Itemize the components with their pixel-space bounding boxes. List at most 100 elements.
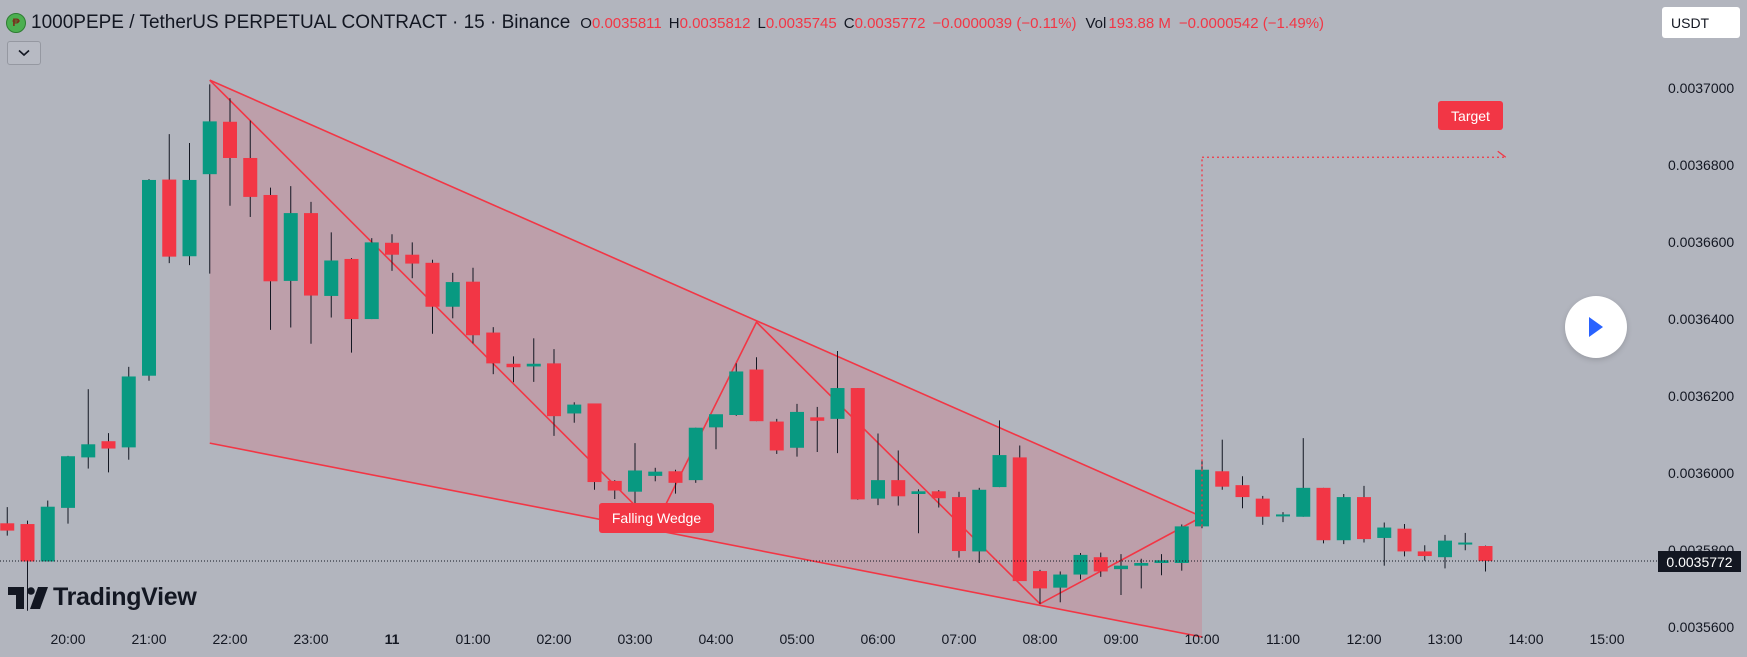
candle[interactable] bbox=[769, 418, 784, 454]
candle[interactable] bbox=[749, 357, 764, 422]
candle[interactable] bbox=[202, 84, 217, 274]
candle[interactable] bbox=[526, 338, 541, 382]
candle[interactable] bbox=[40, 500, 55, 562]
candle[interactable] bbox=[972, 487, 987, 563]
wedge-area[interactable] bbox=[209, 80, 1202, 637]
candle[interactable] bbox=[506, 356, 521, 383]
candle[interactable] bbox=[81, 389, 96, 469]
candle[interactable] bbox=[1417, 545, 1432, 561]
candle[interactable] bbox=[283, 186, 298, 328]
candle[interactable] bbox=[344, 258, 359, 353]
candle[interactable] bbox=[1478, 545, 1493, 572]
time-axis-label: 04:00 bbox=[698, 631, 734, 647]
candle[interactable] bbox=[1154, 554, 1169, 576]
price-axis-label: 0.0035800 bbox=[1668, 542, 1735, 559]
candle[interactable] bbox=[992, 420, 1007, 488]
candle-body bbox=[1033, 571, 1047, 589]
candle[interactable] bbox=[101, 433, 116, 473]
candle[interactable] bbox=[709, 414, 723, 450]
candle[interactable] bbox=[850, 388, 865, 500]
collapse-legend-button[interactable] bbox=[7, 41, 41, 65]
currency-selector[interactable]: USDT bbox=[1662, 7, 1740, 38]
candle[interactable] bbox=[385, 234, 399, 271]
candle[interactable] bbox=[1073, 552, 1088, 580]
falling-wedge-label[interactable]: Falling Wedge bbox=[599, 503, 714, 533]
candle-body bbox=[344, 258, 359, 320]
candle[interactable] bbox=[628, 443, 642, 510]
candle[interactable] bbox=[364, 238, 379, 320]
candle[interactable] bbox=[1458, 532, 1473, 551]
candle[interactable] bbox=[162, 134, 177, 264]
candle[interactable] bbox=[1276, 512, 1290, 523]
wedge-upper-line[interactable] bbox=[209, 79, 1203, 518]
candle[interactable] bbox=[0, 507, 15, 536]
candle[interactable] bbox=[1255, 495, 1270, 525]
candle-body bbox=[830, 388, 845, 419]
candle[interactable] bbox=[243, 120, 258, 217]
candle[interactable] bbox=[20, 520, 35, 611]
candle[interactable] bbox=[1033, 569, 1047, 604]
candle[interactable] bbox=[61, 455, 75, 524]
candle[interactable] bbox=[952, 491, 966, 558]
candle[interactable] bbox=[1336, 494, 1351, 545]
candle-body bbox=[790, 411, 804, 448]
replay-button[interactable] bbox=[1565, 296, 1627, 358]
candle[interactable] bbox=[729, 363, 744, 416]
symbol-title[interactable]: 1000PEPE / TetherUS PERPETUAL CONTRACT ·… bbox=[31, 12, 571, 33]
candle[interactable] bbox=[324, 232, 339, 318]
candle[interactable] bbox=[1377, 522, 1392, 566]
open-value: O0.0035811 bbox=[580, 14, 662, 32]
candle[interactable] bbox=[486, 327, 501, 375]
close-value: C0.0035772 bbox=[843, 14, 926, 32]
candle[interactable] bbox=[466, 267, 480, 344]
candle[interactable] bbox=[405, 242, 420, 279]
candle[interactable] bbox=[567, 402, 582, 423]
candle[interactable] bbox=[1053, 571, 1068, 603]
candle[interactable] bbox=[1357, 485, 1371, 543]
candle[interactable] bbox=[668, 469, 683, 494]
candle[interactable] bbox=[182, 142, 197, 266]
candle[interactable] bbox=[688, 427, 703, 483]
candle[interactable] bbox=[871, 433, 885, 506]
candle-body bbox=[709, 414, 723, 428]
candle[interactable] bbox=[1134, 558, 1149, 589]
candle[interactable] bbox=[911, 489, 926, 534]
candle[interactable] bbox=[607, 480, 622, 500]
candle[interactable] bbox=[1114, 554, 1128, 595]
low-value: L0.0035745 bbox=[757, 14, 837, 32]
candle-body bbox=[1174, 526, 1189, 563]
candle[interactable] bbox=[1174, 524, 1189, 571]
candle[interactable] bbox=[1397, 524, 1412, 557]
candle[interactable] bbox=[223, 98, 237, 206]
candle[interactable] bbox=[931, 490, 946, 508]
candle[interactable] bbox=[810, 406, 825, 453]
candle[interactable] bbox=[1438, 534, 1452, 569]
candle-body bbox=[587, 403, 602, 483]
candle[interactable] bbox=[1215, 439, 1230, 490]
candle[interactable] bbox=[1012, 445, 1027, 582]
candle[interactable] bbox=[790, 403, 804, 457]
candle[interactable] bbox=[1296, 438, 1311, 517]
wedge-zigzag-line[interactable] bbox=[209, 79, 1203, 605]
wedge-lower-line[interactable] bbox=[209, 442, 1203, 638]
candle[interactable] bbox=[891, 450, 906, 506]
candle[interactable] bbox=[1316, 487, 1331, 544]
target-label[interactable]: Target bbox=[1438, 101, 1503, 130]
candle-body bbox=[425, 262, 440, 307]
candle[interactable] bbox=[304, 201, 318, 344]
candle[interactable] bbox=[445, 272, 460, 319]
candle-body bbox=[364, 242, 379, 320]
candle-body bbox=[628, 470, 642, 492]
candle[interactable] bbox=[121, 366, 136, 460]
candle[interactable] bbox=[830, 351, 845, 454]
candle[interactable] bbox=[263, 187, 278, 330]
candle[interactable] bbox=[587, 403, 602, 490]
candle[interactable] bbox=[547, 349, 561, 436]
time-axis-label: 22:00 bbox=[212, 631, 248, 647]
candle[interactable] bbox=[1235, 476, 1250, 509]
tradingview-logo[interactable]: TradingView bbox=[8, 583, 197, 612]
candle[interactable] bbox=[425, 259, 440, 334]
candle[interactable] bbox=[142, 179, 156, 381]
candle[interactable] bbox=[648, 467, 663, 482]
